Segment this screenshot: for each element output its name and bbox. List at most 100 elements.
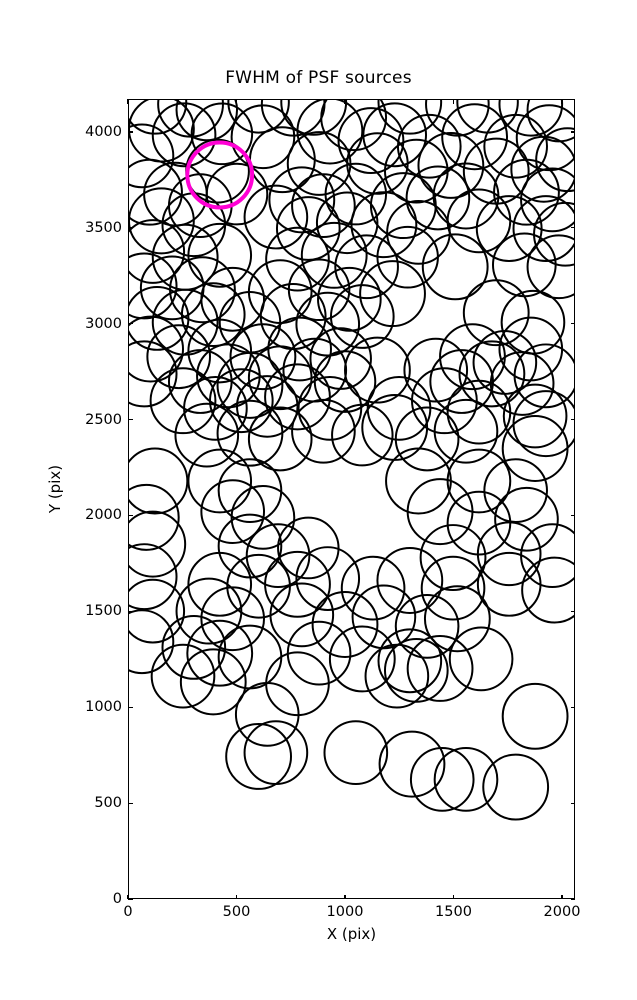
- psf-source-circle: [150, 643, 216, 709]
- psf-source-circle: [149, 367, 217, 435]
- y-tick-mark-right: [570, 131, 575, 133]
- psf-source-circle: [359, 260, 426, 328]
- psf-source-circle: [175, 577, 243, 645]
- y-tick-label: 1000: [85, 699, 122, 716]
- x-tick-mark: [344, 894, 346, 899]
- psf-source-circle: [234, 682, 300, 747]
- x-tick-mark: [127, 894, 129, 899]
- psf-source-circle: [419, 524, 487, 591]
- y-tick-label: 1500: [85, 603, 122, 620]
- psf-source-circle: [510, 135, 574, 203]
- y-tick-mark: [128, 706, 133, 708]
- psf-source-circle: [405, 165, 471, 231]
- x-tick-label: 1000: [326, 904, 364, 920]
- psf-source-circle: [129, 158, 183, 226]
- psf-source-circle: [383, 138, 449, 204]
- psf-source-circle: [286, 131, 352, 196]
- psf-source-circle: [494, 486, 559, 552]
- y-axis-label: Y (pix): [46, 464, 64, 514]
- x-tick-label: 2000: [543, 904, 581, 920]
- psf-source-circle: [334, 234, 399, 300]
- psf-source-circle: [243, 184, 309, 250]
- psf-source-circle: [446, 379, 512, 445]
- psf-source-circle: [329, 284, 395, 349]
- psf-source-circle: [502, 383, 568, 449]
- psf-source-circle: [187, 222, 253, 288]
- psf-source-circle: [323, 720, 389, 786]
- psf-source-circle: [423, 585, 491, 653]
- psf-source-circle: [275, 196, 341, 261]
- psf-source-circle: [287, 258, 351, 322]
- x-tick-mark: [235, 894, 238, 899]
- psf-source-circle: [500, 289, 566, 355]
- psf-source-circle: [230, 104, 296, 170]
- psf-source-circle: [174, 402, 240, 468]
- x-tick-mark-top: [127, 99, 129, 104]
- psf-source-circle: [420, 555, 486, 621]
- psf-source-circle: [364, 643, 430, 709]
- y-tick-mark-right: [570, 706, 575, 708]
- y-tick-mark: [128, 802, 133, 804]
- psf-source-circle: [475, 195, 543, 263]
- x-tick-label: 500: [222, 904, 251, 920]
- psf-source-circle: [512, 195, 574, 262]
- psf-source-circle: [236, 375, 299, 438]
- y-tick-label: 3500: [85, 219, 122, 236]
- psf-source-circle: [331, 403, 394, 467]
- psf-source-circle: [483, 458, 548, 523]
- psf-source-circle: [264, 550, 331, 618]
- psf-source-circle: [462, 279, 530, 347]
- psf-source-circle: [216, 351, 284, 419]
- psf-source-circle: [315, 191, 379, 255]
- y-tick-mark: [128, 227, 133, 229]
- psf-source-circle: [394, 594, 460, 659]
- psf-source-circle: [129, 100, 188, 135]
- psf-source-circle: [491, 232, 557, 298]
- psf-source-circle: [129, 447, 189, 515]
- psf-source-circle: [344, 336, 411, 404]
- psf-source-circle: [217, 624, 283, 690]
- psf-source-circle: [225, 722, 293, 790]
- y-tick-mark-right: [570, 419, 575, 421]
- psf-source-circle: [448, 626, 514, 692]
- y-tick-label: 0: [112, 891, 122, 907]
- psf-source-circle: [324, 162, 388, 226]
- y-tick-mark: [128, 898, 133, 900]
- psf-source-circle: [129, 252, 178, 320]
- psf-source-circle: [175, 100, 239, 142]
- psf-source-circle: [200, 586, 266, 652]
- y-tick-mark: [128, 323, 133, 325]
- y-axis-tick-labels: 0 500 1000 1500 2000 2500 3000 3500 4000: [60, 0, 122, 1000]
- x-tick-mark: [452, 894, 455, 899]
- x-tick-mark-top: [344, 99, 346, 104]
- psf-source-circle: [129, 578, 186, 644]
- psf-source-circle: [386, 199, 451, 265]
- psf-source-circle: [429, 349, 494, 414]
- y-tick-label: 3000: [85, 315, 122, 332]
- psf-source-circle: [161, 615, 227, 680]
- x-tick-mark-top: [452, 99, 455, 104]
- psf-source-circle: [493, 158, 560, 226]
- psf-source-circle: [129, 543, 178, 611]
- psf-source-circle: [311, 591, 379, 658]
- psf-source-circle: [376, 547, 444, 614]
- psf-source-circle: [245, 523, 311, 588]
- psf-source-circle: [441, 103, 509, 171]
- psf-source-circle: [361, 393, 429, 461]
- psf-source-circle: [243, 720, 309, 786]
- psf-source-circle: [520, 167, 574, 233]
- psf-source-circle: [350, 191, 418, 259]
- psf-source-circle: [433, 398, 499, 464]
- psf-source-circle: [229, 323, 297, 391]
- psf-source-circle: [277, 516, 340, 580]
- psf-source-circle: [151, 102, 217, 168]
- psf-source-circle: [501, 415, 569, 482]
- psf-source-circle: [476, 521, 542, 587]
- y-tick-mark: [128, 514, 133, 517]
- psf-source-circle: [129, 483, 180, 551]
- plot-axes-area: [128, 99, 575, 899]
- x-axis-label: X (pix): [326, 925, 377, 943]
- psf-source-circle: [129, 510, 187, 578]
- y-tick-mark-right: [570, 802, 575, 804]
- psf-source-circle: [247, 345, 313, 411]
